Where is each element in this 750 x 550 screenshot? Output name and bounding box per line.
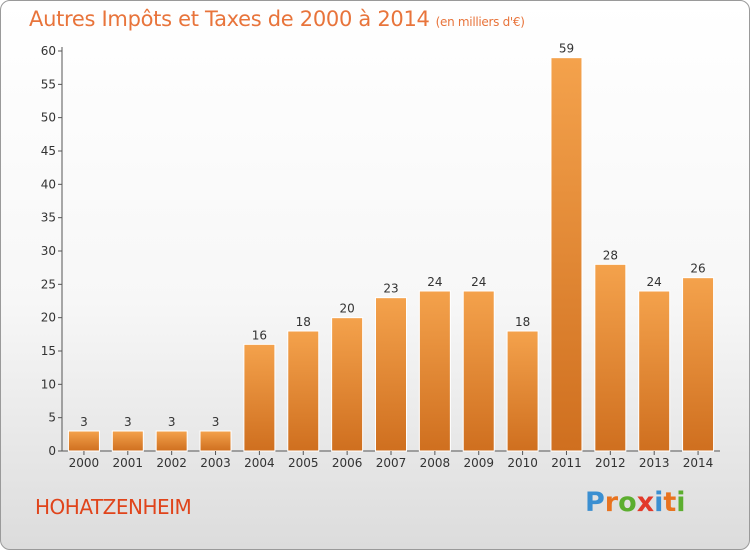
y-tick-label: 5 xyxy=(48,411,56,425)
x-tick-label: 2002 xyxy=(156,456,187,470)
bar xyxy=(638,290,671,452)
x-tick-label: 2000 xyxy=(69,456,100,470)
x-tick-label: 2011 xyxy=(551,456,582,470)
chart-title-text: Autres Impôts et Taxes de 2000 à 2014 xyxy=(29,7,430,31)
bar xyxy=(67,430,100,452)
commune-name: HOHATZENHEIM xyxy=(35,495,192,519)
proxiti-logo[interactable]: Proxiti xyxy=(585,487,686,518)
x-tick-label: 2013 xyxy=(639,456,670,470)
x-tick-label: 2009 xyxy=(463,456,494,470)
x-tick-label: 2006 xyxy=(332,456,363,470)
data-label: 26 xyxy=(690,262,705,276)
y-tick-label: 35 xyxy=(41,211,56,225)
y-tick-label: 10 xyxy=(41,377,56,391)
x-tick-label: 2008 xyxy=(420,456,451,470)
x-tick-label: 2007 xyxy=(376,456,407,470)
y-tick-label: 20 xyxy=(41,311,56,325)
y-tick-label: 60 xyxy=(41,44,56,58)
y-tick-label: 45 xyxy=(41,144,56,158)
y-tick-label: 50 xyxy=(41,111,56,125)
data-label: 3 xyxy=(124,415,132,429)
chart-title: Autres Impôts et Taxes de 2000 à 2014 (en… xyxy=(29,7,525,31)
data-label: 24 xyxy=(427,275,442,289)
data-label: 23 xyxy=(383,282,398,296)
chart-unit: (en milliers d'€) xyxy=(435,15,525,29)
logo-letter: x xyxy=(636,487,655,518)
x-tick-label: 2004 xyxy=(244,456,275,470)
bar xyxy=(199,430,232,452)
bar xyxy=(375,297,407,452)
bar xyxy=(155,430,188,452)
y-tick-label: 55 xyxy=(41,77,56,91)
data-label: 3 xyxy=(80,415,88,429)
bar xyxy=(550,57,583,452)
x-tick-label: 2012 xyxy=(595,456,626,470)
data-label: 3 xyxy=(212,415,220,429)
x-tick-label: 2001 xyxy=(113,456,144,470)
data-label: 3 xyxy=(168,415,176,429)
logo-letter: o xyxy=(618,487,637,518)
logo-letter: r xyxy=(604,487,619,518)
bar xyxy=(594,263,627,452)
y-tick-label: 30 xyxy=(41,244,56,258)
bar xyxy=(418,290,451,452)
bar xyxy=(331,317,364,452)
bar xyxy=(462,290,495,452)
bar xyxy=(287,330,320,452)
bar xyxy=(243,343,276,452)
x-tick-label: 2005 xyxy=(288,456,319,470)
y-tick-label: 15 xyxy=(41,344,56,358)
data-label: 20 xyxy=(339,302,354,316)
data-label: 18 xyxy=(515,315,530,329)
logo-letter: P xyxy=(585,487,605,518)
y-tick-label: 25 xyxy=(41,277,56,291)
logo-letter: i xyxy=(654,487,664,518)
logo-letter: i xyxy=(676,487,686,518)
data-label: 16 xyxy=(252,328,267,342)
y-tick-label: 0 xyxy=(48,444,56,458)
data-label: 28 xyxy=(603,248,618,262)
bar xyxy=(506,330,539,452)
logo-letter: t xyxy=(663,487,677,518)
data-label: 24 xyxy=(471,275,486,289)
data-label: 59 xyxy=(559,42,574,56)
bar xyxy=(111,430,144,452)
x-tick-label: 2010 xyxy=(507,456,538,470)
data-label: 24 xyxy=(647,275,662,289)
data-label: 18 xyxy=(296,315,311,329)
y-tick-label: 40 xyxy=(41,177,56,191)
x-tick-label: 2003 xyxy=(200,456,231,470)
x-tick-label: 2014 xyxy=(683,456,714,470)
bar xyxy=(682,277,715,452)
